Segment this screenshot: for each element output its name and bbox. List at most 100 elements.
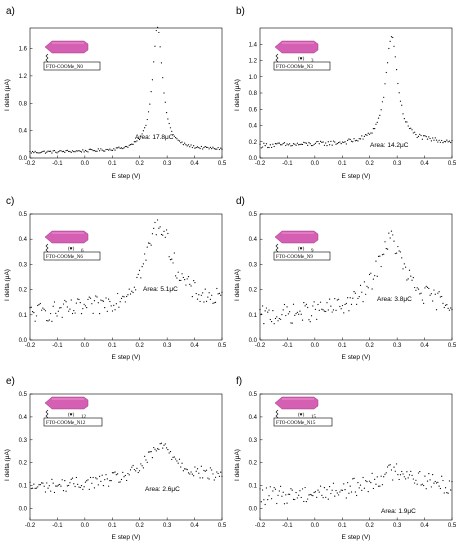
y-tick-label: 0.2 bbox=[249, 461, 258, 467]
linker-squiggle bbox=[275, 409, 279, 419]
data-point bbox=[335, 309, 337, 311]
x-axis-title: E step (V) bbox=[342, 534, 371, 541]
data-point bbox=[53, 491, 56, 494]
data-point bbox=[394, 252, 396, 255]
data-point bbox=[416, 483, 418, 485]
data-point bbox=[41, 482, 43, 484]
substrate-box bbox=[43, 61, 101, 71]
data-point bbox=[131, 466, 133, 468]
data-point bbox=[434, 293, 436, 295]
x-tick-label: 0.1 bbox=[338, 161, 347, 167]
nanorod-shape bbox=[274, 40, 319, 54]
data-point bbox=[135, 470, 137, 472]
data-point bbox=[450, 307, 452, 309]
data-point bbox=[33, 312, 35, 314]
sample-label: FTO-COOMe_N3 bbox=[276, 65, 313, 70]
data-point bbox=[70, 299, 72, 301]
data-point bbox=[175, 458, 177, 460]
data-point bbox=[199, 477, 201, 479]
data-point bbox=[51, 478, 53, 480]
panel-f: f) (♥) 15 FTO-COOMe_N15 Area: 1.9μC -0.2… bbox=[230, 370, 460, 550]
data-point bbox=[55, 485, 57, 487]
data-point bbox=[180, 466, 182, 468]
data-point bbox=[78, 486, 80, 488]
data-point bbox=[318, 491, 320, 493]
data-point bbox=[338, 298, 340, 300]
data-point bbox=[371, 288, 373, 290]
data-point bbox=[280, 318, 282, 320]
substrate-box bbox=[273, 61, 331, 71]
data-point bbox=[149, 242, 151, 244]
data-point bbox=[190, 144, 192, 146]
data-point bbox=[209, 298, 211, 300]
y-tick-label: 0.1 bbox=[19, 484, 28, 490]
data-point bbox=[421, 483, 423, 485]
data-point bbox=[408, 127, 411, 130]
y-axis-title: I delta (μA) bbox=[234, 269, 241, 301]
data-point bbox=[194, 282, 196, 284]
data-point bbox=[88, 296, 90, 298]
data-point bbox=[56, 315, 58, 317]
data-point bbox=[75, 302, 77, 304]
chart-b: b) (♥) 3 FTO-COOMe_N3 Area: 14.2μC -0.2 -… bbox=[234, 6, 457, 180]
data-point bbox=[335, 489, 337, 492]
data-point bbox=[177, 139, 179, 141]
data-point bbox=[380, 475, 382, 477]
data-point bbox=[451, 140, 453, 142]
data-point bbox=[292, 498, 295, 501]
data-point bbox=[221, 475, 223, 477]
panel-e: e) (♥) 12 FTO-COOMe_N12 Area: 2.6μC -0.2… bbox=[0, 370, 230, 550]
data-point bbox=[307, 144, 309, 146]
data-point bbox=[412, 478, 414, 480]
data-point bbox=[291, 322, 293, 324]
data-point bbox=[272, 310, 274, 312]
data-point bbox=[79, 150, 81, 152]
data-point bbox=[159, 443, 161, 445]
data-point bbox=[178, 458, 181, 460]
data-point bbox=[144, 127, 146, 129]
data-point bbox=[61, 479, 63, 481]
data-point bbox=[414, 286, 416, 289]
data-point bbox=[68, 484, 70, 487]
data-point bbox=[214, 301, 217, 303]
data-point bbox=[33, 151, 35, 154]
data-point bbox=[65, 490, 67, 492]
data-point bbox=[368, 133, 371, 135]
data-point bbox=[110, 480, 112, 482]
data-point bbox=[353, 138, 355, 140]
data-point bbox=[385, 472, 387, 474]
data-point bbox=[348, 310, 350, 312]
nanorod-shape bbox=[44, 396, 89, 410]
data-point bbox=[39, 302, 41, 305]
data-point bbox=[171, 258, 173, 260]
data-point bbox=[285, 144, 287, 147]
data-point bbox=[441, 139, 443, 142]
data-point bbox=[298, 313, 300, 315]
panel-label: b) bbox=[236, 6, 245, 17]
data-point bbox=[356, 139, 358, 141]
data-point bbox=[59, 150, 61, 152]
data-point bbox=[317, 140, 319, 143]
data-point bbox=[271, 498, 273, 500]
data-point bbox=[144, 253, 146, 255]
data-point bbox=[330, 140, 332, 142]
data-point bbox=[142, 467, 144, 469]
data-point bbox=[327, 498, 329, 500]
data-point bbox=[398, 478, 400, 481]
data-point bbox=[281, 495, 283, 497]
data-point bbox=[313, 143, 315, 146]
data-point bbox=[367, 287, 369, 289]
data-point bbox=[269, 318, 271, 321]
y-tick-label: 1.4 bbox=[249, 42, 258, 48]
data-point bbox=[444, 141, 447, 143]
data-point bbox=[87, 479, 89, 481]
data-point bbox=[264, 145, 266, 147]
data-point bbox=[289, 311, 291, 313]
data-point bbox=[207, 477, 209, 479]
data-point bbox=[367, 490, 369, 493]
data-point bbox=[376, 275, 378, 277]
data-point bbox=[34, 320, 36, 322]
data-point bbox=[312, 144, 314, 147]
data-point bbox=[299, 143, 301, 146]
data-point bbox=[146, 118, 148, 121]
